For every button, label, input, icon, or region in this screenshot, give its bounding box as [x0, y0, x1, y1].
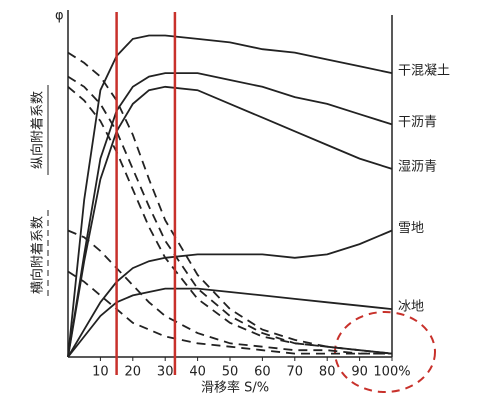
highlight-circle: [334, 311, 436, 393]
lateral-curve: [67, 86, 393, 355]
curve-label: 湿沥青: [398, 159, 437, 174]
longitudinal-curve: [67, 85, 393, 358]
x-axis-label: 滑移率 S/%: [201, 380, 269, 396]
curve-label: 雪地: [398, 221, 424, 236]
longitudinal-curve: [67, 229, 393, 358]
x-tick-label: 50: [222, 365, 239, 380]
lateral-curve: [67, 229, 392, 355]
longitudinal-curve: [67, 72, 393, 358]
curve-label: 冰地: [398, 300, 424, 315]
x-tick-label: 60: [254, 365, 271, 380]
x-tick-label: 70: [287, 365, 304, 380]
x-tick-label: 20: [125, 365, 142, 380]
longitudinal-curve: [67, 287, 393, 358]
longitudinal-label: 纵向附着系数: [30, 91, 46, 169]
lateral-curve: [67, 270, 392, 355]
x-tick-label: 40: [189, 365, 206, 380]
lateral-label: 横向附着系数: [30, 216, 46, 294]
x-tick-label: 90: [351, 365, 368, 380]
curve-label: 干混凝土: [398, 63, 450, 79]
y-axis-label: φ: [55, 9, 64, 24]
x-tick-label: 100%: [373, 365, 410, 380]
longitudinal-curve: [67, 34, 393, 358]
curve-label: 干沥青: [398, 115, 437, 130]
x-tick-label: 10: [92, 365, 109, 380]
x-tick-label: 80: [319, 365, 336, 380]
x-tick-label: 30: [157, 365, 174, 380]
lateral-curve: [67, 75, 393, 355]
